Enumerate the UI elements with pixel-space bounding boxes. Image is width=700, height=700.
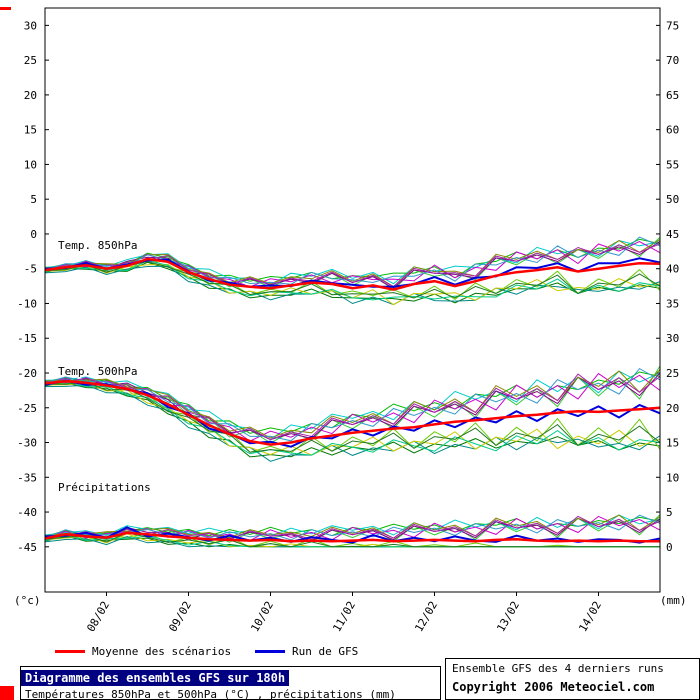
ensemble-mean-line xyxy=(44,531,660,543)
y-right-tick-label: 20 xyxy=(666,402,679,415)
chart-subtitle: Températures 850hPa et 500hPa (°C) , pré… xyxy=(25,688,396,700)
ensemble-member-line xyxy=(44,369,661,439)
y-right-tick-label: 75 xyxy=(666,19,679,32)
y-right-tick-label: 55 xyxy=(666,158,679,171)
y-right-tick-label: 10 xyxy=(666,471,679,484)
y-left-tick-label: 20 xyxy=(24,89,37,102)
ensemble-member-line xyxy=(44,372,661,442)
y-left-tick-label: -15 xyxy=(17,332,37,345)
y-right-tick-label: 15 xyxy=(666,437,679,450)
y-left-tick-label: 0 xyxy=(30,228,37,241)
run-line-swatch xyxy=(255,649,285,653)
ensemble-member-line xyxy=(44,384,661,462)
ensemble-member-line xyxy=(44,515,661,542)
plot-frame xyxy=(44,7,661,593)
legend-item-run: Run de GFS xyxy=(255,644,358,658)
y-right-tick-label: 30 xyxy=(666,332,679,345)
y-right-tick-label: 50 xyxy=(666,193,679,206)
y-left-tick-label: -45 xyxy=(17,541,37,554)
y-left-tick-label: 25 xyxy=(24,54,37,67)
y-left-tick-label: 5 xyxy=(30,193,37,206)
bottom-left-corner-mark xyxy=(0,686,14,700)
ensemble-member-line xyxy=(44,381,661,453)
y-left-unit-label: (°c) xyxy=(14,594,41,607)
band-label: Temp. 500hPa xyxy=(58,365,137,378)
band-label: Temp. 850hPa xyxy=(58,239,137,252)
ensemble-member-line xyxy=(44,367,661,442)
x-tick-label: 08/02 xyxy=(84,599,112,634)
top-left-corner-mark xyxy=(0,7,11,10)
x-tick-label: 14/02 xyxy=(576,599,604,634)
y-right-tick-label: 0 xyxy=(666,541,673,554)
run-gfs-line xyxy=(44,257,661,288)
y-left-tick-label: -30 xyxy=(17,437,37,450)
legend-run-label: Run de GFS xyxy=(292,644,359,658)
y-left-tick-label: 10 xyxy=(24,158,37,171)
band-label: Précipitations xyxy=(58,481,151,494)
x-tick-label: 11/02 xyxy=(330,599,358,634)
y-left-tick-label: -25 xyxy=(17,402,37,415)
ensemble-member-line xyxy=(44,514,661,541)
ensemble-member-line xyxy=(44,236,661,285)
ensemble-mean-line xyxy=(44,380,661,446)
run-gfs-line xyxy=(44,526,661,544)
y-right-tick-label: 60 xyxy=(666,124,679,137)
y-left-tick-label: -40 xyxy=(17,506,37,519)
legend-item-mean: Moyenne des scénarios xyxy=(55,644,231,658)
x-tick-label: 09/02 xyxy=(166,599,194,634)
y-left-tick-label: -5 xyxy=(24,263,37,276)
y-right-tick-label: 5 xyxy=(666,506,673,519)
ensemble-member-line xyxy=(44,380,661,456)
mean-line-swatch xyxy=(55,649,85,653)
y-right-tick-label: 70 xyxy=(666,54,679,67)
x-tick-label: 13/02 xyxy=(494,599,522,634)
ensemble-member-line xyxy=(44,240,661,288)
y-left-tick-label: 30 xyxy=(24,19,37,32)
run-gfs-line xyxy=(44,379,661,448)
y-left-tick-label: 15 xyxy=(24,124,37,137)
ensemble-member-line xyxy=(44,265,661,306)
x-tick-label: 12/02 xyxy=(412,599,440,634)
y-left-tick-label: -20 xyxy=(17,367,37,380)
y-right-tick-label: 40 xyxy=(666,263,679,276)
y-right-tick-label: 25 xyxy=(666,367,679,380)
ensemble-member-line xyxy=(44,260,661,299)
x-tick-label: 10/02 xyxy=(248,599,276,634)
legend-mean-label: Moyenne des scénarios xyxy=(92,644,232,658)
chart-legend: Moyenne des scénarios Run de GFS xyxy=(0,644,700,660)
chart-title-box: Diagramme des ensembles GFS sur 180h Tem… xyxy=(20,666,441,700)
chart-title: Diagramme des ensembles GFS sur 180h xyxy=(21,670,290,686)
runs-info-text: Ensemble GFS des 4 derniers runs xyxy=(452,662,664,675)
ensemble-mean-line xyxy=(44,257,661,291)
y-right-unit-label: (mm) xyxy=(660,594,687,607)
y-right-tick-label: 45 xyxy=(666,228,679,241)
y-left-tick-label: -35 xyxy=(17,471,37,484)
y-right-tick-label: 35 xyxy=(666,297,679,310)
y-right-tick-label: 65 xyxy=(666,89,679,102)
y-left-tick-label: -10 xyxy=(17,297,37,310)
copyright-text: Copyright 2006 Meteociel.com xyxy=(452,680,655,694)
copyright-box: Ensemble GFS des 4 derniers runs Copyrig… xyxy=(445,658,700,700)
